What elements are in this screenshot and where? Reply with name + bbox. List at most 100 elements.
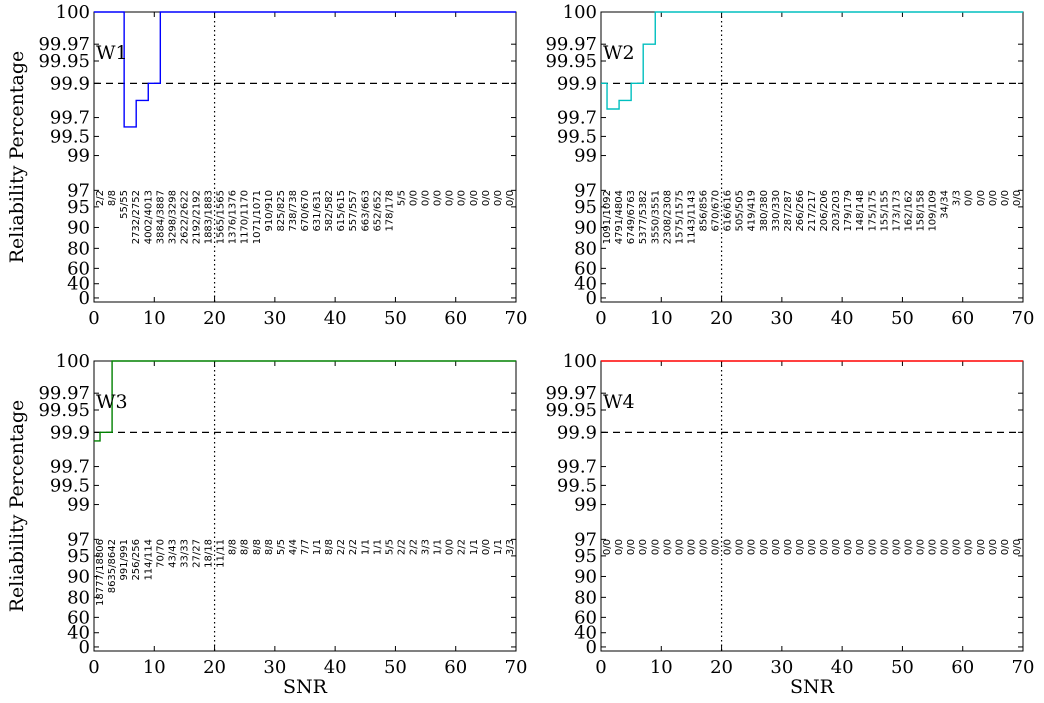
count-label: 0/0 (891, 539, 902, 555)
count-label: 1143/1143 (686, 190, 697, 244)
count-label: 0/0 (940, 539, 951, 555)
count-label: 616/616 (723, 190, 734, 232)
count-label: 0/0 (481, 539, 492, 555)
count-label: 330/330 (771, 190, 782, 232)
count-label: 3884/3887 (155, 190, 166, 244)
count-label: 0/0 (928, 539, 939, 555)
count-label: 34/34 (940, 190, 951, 219)
count-label: 18777/18806 (95, 539, 106, 606)
count-label: 0/0 (783, 539, 794, 555)
count-label: 1/1 (372, 539, 383, 555)
panel-tag: W3 (96, 391, 128, 413)
count-label: 0/0 (735, 539, 746, 555)
y-tick-label: 0 (586, 288, 597, 309)
count-label: 2192/2192 (191, 190, 202, 244)
count-label: 287/287 (783, 190, 794, 232)
count-label: 0/0 (819, 539, 830, 555)
x-tick-label: 10 (650, 657, 673, 678)
y-tick-label: 99.5 (557, 126, 597, 147)
x-tick-label: 0 (88, 657, 99, 678)
y-tick-label: 60 (574, 607, 597, 628)
plot-frame (93, 360, 517, 652)
count-label: 0/0 (952, 539, 963, 555)
y-tick-label: 0 (79, 637, 90, 658)
count-label: 0/0 (988, 190, 999, 206)
count-label: 148/148 (855, 190, 866, 232)
series-line-w2 (601, 11, 1023, 110)
series-line-w1 (94, 11, 516, 128)
y-tick-label: 95 (574, 546, 597, 567)
count-label: 203/203 (831, 190, 842, 232)
count-label: 1071/1071 (252, 190, 263, 244)
count-label: 582/582 (324, 190, 335, 232)
x-tick-label: 40 (831, 657, 854, 678)
y-tick-label: 80 (574, 238, 597, 259)
count-label: 1575/1575 (674, 190, 685, 244)
y-tick-label: 99.97 (545, 34, 597, 55)
count-label: 0/0 (626, 539, 637, 555)
count-label: 1/1 (433, 539, 444, 555)
x-tick-label: 30 (263, 657, 286, 678)
count-label: 0/0 (843, 539, 854, 555)
count-label: 2622/2622 (179, 190, 190, 244)
count-label: 8/8 (324, 539, 335, 555)
count-label: 1/1 (360, 539, 371, 555)
y-tick-label: 99.7 (50, 457, 90, 478)
y-tick-label: 60 (67, 258, 90, 279)
count-label: 3/3 (421, 539, 432, 555)
count-label: 505/505 (735, 190, 746, 232)
count-label: 2/2 (348, 539, 359, 555)
count-label: 155/155 (879, 190, 890, 232)
count-label: 0/0 (505, 190, 516, 206)
x-axis-label: SNR (283, 676, 328, 698)
y-tick-label: 90 (574, 566, 597, 587)
y-tick-label: 99.97 (38, 34, 90, 55)
count-label: 1565/1565 (216, 190, 227, 244)
count-label: 0/0 (855, 539, 866, 555)
y-tick-label: 99 (67, 146, 90, 167)
count-label: 1091/1092 (602, 190, 613, 244)
y-tick-label: 40 (67, 274, 90, 295)
count-label: 2308/2308 (662, 190, 673, 244)
x-tick-label: 60 (951, 657, 974, 678)
y-tick-label: 100 (563, 2, 597, 23)
x-tick-label: 0 (88, 308, 99, 329)
count-label: 0/0 (964, 539, 975, 555)
y-tick-label: 99.7 (50, 108, 90, 129)
y-tick-label: 99.5 (557, 475, 597, 496)
series-line-w3 (94, 360, 516, 442)
y-tick-label: 99.5 (50, 475, 90, 496)
count-label: 162/162 (903, 190, 914, 232)
count-label: 3/3 (952, 190, 963, 206)
x-tick-label: 20 (203, 657, 226, 678)
count-label: 217/217 (807, 190, 818, 232)
count-label: 43/43 (167, 539, 178, 568)
count-label: 0/0 (409, 190, 420, 206)
x-tick-label: 10 (650, 308, 673, 329)
x-tick-label: 40 (324, 657, 347, 678)
y-tick-label: 60 (574, 258, 597, 279)
x-tick-label: 60 (951, 308, 974, 329)
count-label: 0/0 (445, 539, 456, 555)
count-label: 0/0 (723, 539, 734, 555)
y-tick-label: 0 (79, 288, 90, 309)
count-label: 615/615 (336, 190, 347, 232)
count-label: 8/8 (107, 190, 118, 206)
count-label: 2/2 (336, 539, 347, 555)
y-tick-label: 95 (67, 546, 90, 567)
x-tick-label: 0 (595, 308, 606, 329)
count-label: 663/663 (360, 190, 371, 232)
y-tick-label: 99.95 (545, 400, 597, 421)
count-label: 670/670 (300, 190, 311, 232)
y-tick-label: 90 (67, 217, 90, 238)
count-label: 178/178 (384, 190, 395, 232)
x-tick-label: 50 (384, 308, 407, 329)
count-label: 11/11 (216, 539, 227, 568)
x-tick-label: 30 (770, 308, 793, 329)
plot-frame (600, 360, 1024, 652)
y-tick-label: 99.9 (50, 422, 90, 443)
count-label: 0/0 (638, 539, 649, 555)
count-label: 5377/5382 (638, 190, 649, 244)
count-label: 8/8 (264, 539, 275, 555)
